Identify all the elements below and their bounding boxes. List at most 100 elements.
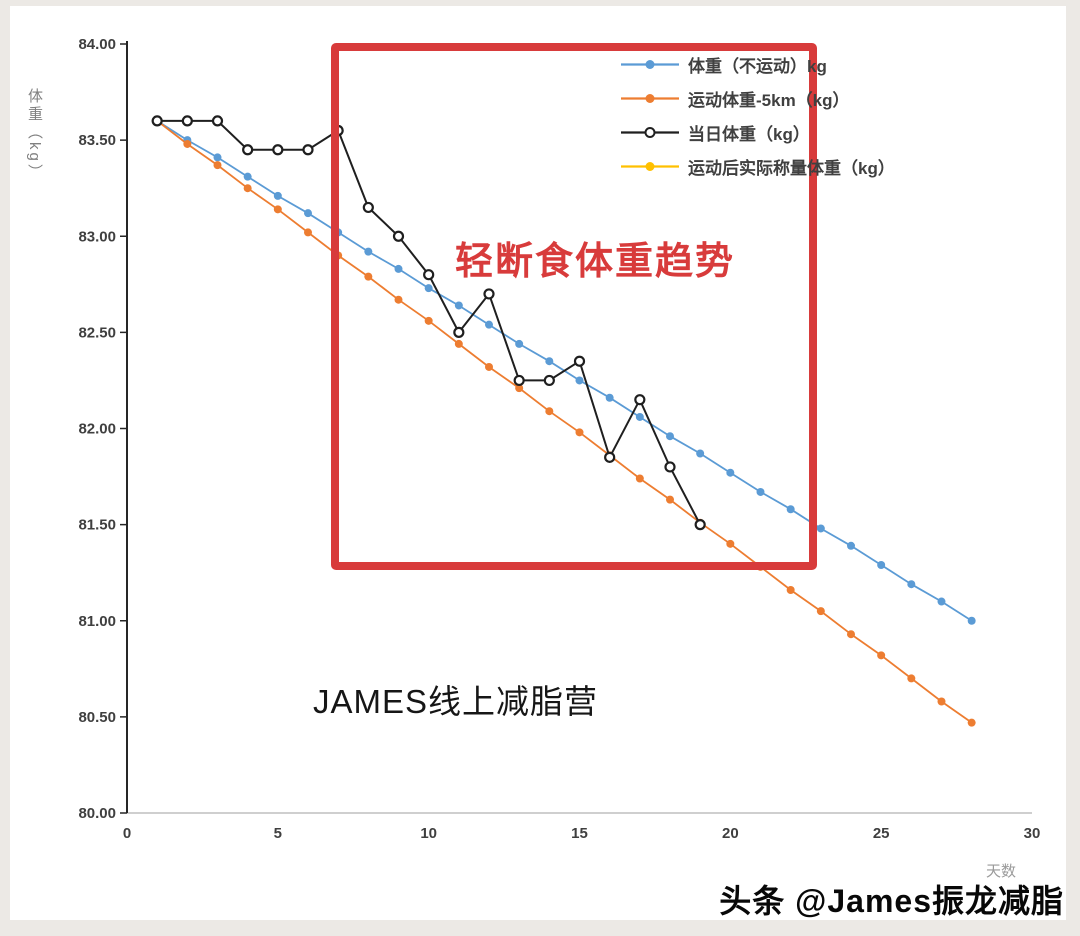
series-marker (575, 428, 584, 437)
series-marker (242, 144, 254, 156)
series-marker (937, 597, 946, 606)
series-marker (243, 172, 252, 181)
series-marker (213, 161, 222, 170)
series-marker (272, 144, 284, 156)
series-marker (907, 580, 916, 589)
series-marker (816, 524, 825, 533)
series-marker (364, 272, 373, 281)
series-marker (485, 362, 493, 371)
series-marker (332, 124, 344, 137)
legend-label: 运动体重-5km（kg） (688, 90, 850, 110)
series-marker (273, 205, 282, 214)
series-marker (666, 432, 674, 441)
series-marker (454, 339, 463, 348)
series-marker (362, 201, 374, 214)
legend: 体重（不运动）kg 运动体重-5km（kg） 当日体重（kg） 运动后实际称量体重（k… (621, 47, 895, 183)
series-marker (635, 474, 644, 483)
series-marker (302, 144, 314, 156)
series-marker (513, 374, 525, 387)
series-marker (967, 616, 976, 625)
legend-swatch-icon (621, 126, 679, 138)
y-tick-label: 81.50 (78, 517, 116, 534)
series-marker (183, 139, 192, 148)
legend-item: 运动后实际称量体重（kg） (621, 149, 895, 183)
series-marker (604, 451, 616, 463)
footer-watermark: 头条 @James振龙减脂 (719, 883, 1064, 919)
series-marker (847, 541, 855, 550)
legend-swatch-icon (621, 161, 679, 171)
legend-item: 当日体重（kg） (621, 115, 895, 149)
series-marker (756, 487, 765, 496)
series-marker (877, 651, 886, 660)
series-marker (334, 251, 343, 260)
series-marker (453, 326, 465, 338)
series-marker (485, 320, 493, 329)
series-marker (666, 495, 674, 504)
series-marker (394, 264, 403, 273)
x-tick-label: 25 (873, 825, 890, 842)
series-marker (786, 505, 795, 514)
series-marker (694, 519, 706, 531)
series-marker (726, 539, 735, 548)
series-marker (907, 674, 916, 683)
camp-watermark: JAMES线上减脂营 (313, 683, 599, 720)
series-marker (605, 393, 614, 402)
series-marker (967, 718, 976, 727)
x-axis-title: 天数 (986, 863, 1017, 880)
series-marker (304, 209, 312, 218)
chart-panel (10, 6, 1066, 920)
x-tick-label: 0 (123, 825, 131, 842)
y-tick-label: 84.00 (78, 36, 116, 53)
series-marker (515, 339, 524, 348)
legend-label: 当日体重（kg） (688, 124, 810, 144)
series-marker (243, 184, 252, 193)
series-marker (364, 247, 373, 256)
series-marker (483, 288, 495, 300)
series-marker (816, 607, 825, 616)
legend-label: 体重（不运动）kg (688, 56, 827, 76)
y-tick-label: 83.50 (78, 132, 116, 149)
x-tick-label: 10 (420, 825, 437, 842)
y-tick-label: 80.00 (78, 805, 116, 822)
series-marker (756, 562, 765, 571)
highlight-title: 轻断食体重趋势 (455, 241, 736, 283)
y-tick-label: 81.00 (78, 613, 116, 630)
series-marker (423, 269, 435, 281)
series-marker (937, 697, 946, 706)
series-marker (515, 384, 524, 393)
series-marker (424, 316, 433, 325)
series-marker (424, 284, 433, 293)
y-tick-label: 80.50 (78, 709, 116, 726)
series-marker (543, 374, 555, 387)
series-marker (394, 295, 403, 304)
series-marker (454, 301, 463, 310)
legend-swatch-icon (621, 59, 679, 69)
x-tick-label: 15 (571, 825, 588, 842)
series-marker (545, 407, 554, 416)
legend-item: 运动体重-5km（kg） (621, 81, 895, 115)
series-line (156, 120, 973, 724)
series-marker (181, 115, 193, 127)
legend-item: 体重（不运动）kg (621, 47, 895, 81)
y-axis-title: 体重（kg） (26, 88, 43, 182)
series-marker (304, 228, 312, 237)
series-marker (334, 228, 343, 237)
legend-swatch-icon (621, 93, 679, 103)
series-marker (211, 115, 224, 127)
series-marker (273, 191, 282, 200)
series-marker (213, 153, 222, 162)
y-tick-label: 82.50 (78, 324, 116, 341)
series-marker (573, 355, 586, 367)
series-marker (392, 230, 405, 242)
series-marker (151, 115, 163, 127)
series-marker (635, 412, 644, 421)
series-marker (696, 449, 705, 458)
x-tick-label: 30 (1024, 825, 1041, 842)
y-tick-label: 82.00 (78, 421, 116, 438)
series-marker (726, 468, 735, 477)
series-marker (786, 585, 795, 594)
legend-label: 运动后实际称量体重（kg） (688, 158, 895, 178)
series-marker (664, 461, 676, 473)
